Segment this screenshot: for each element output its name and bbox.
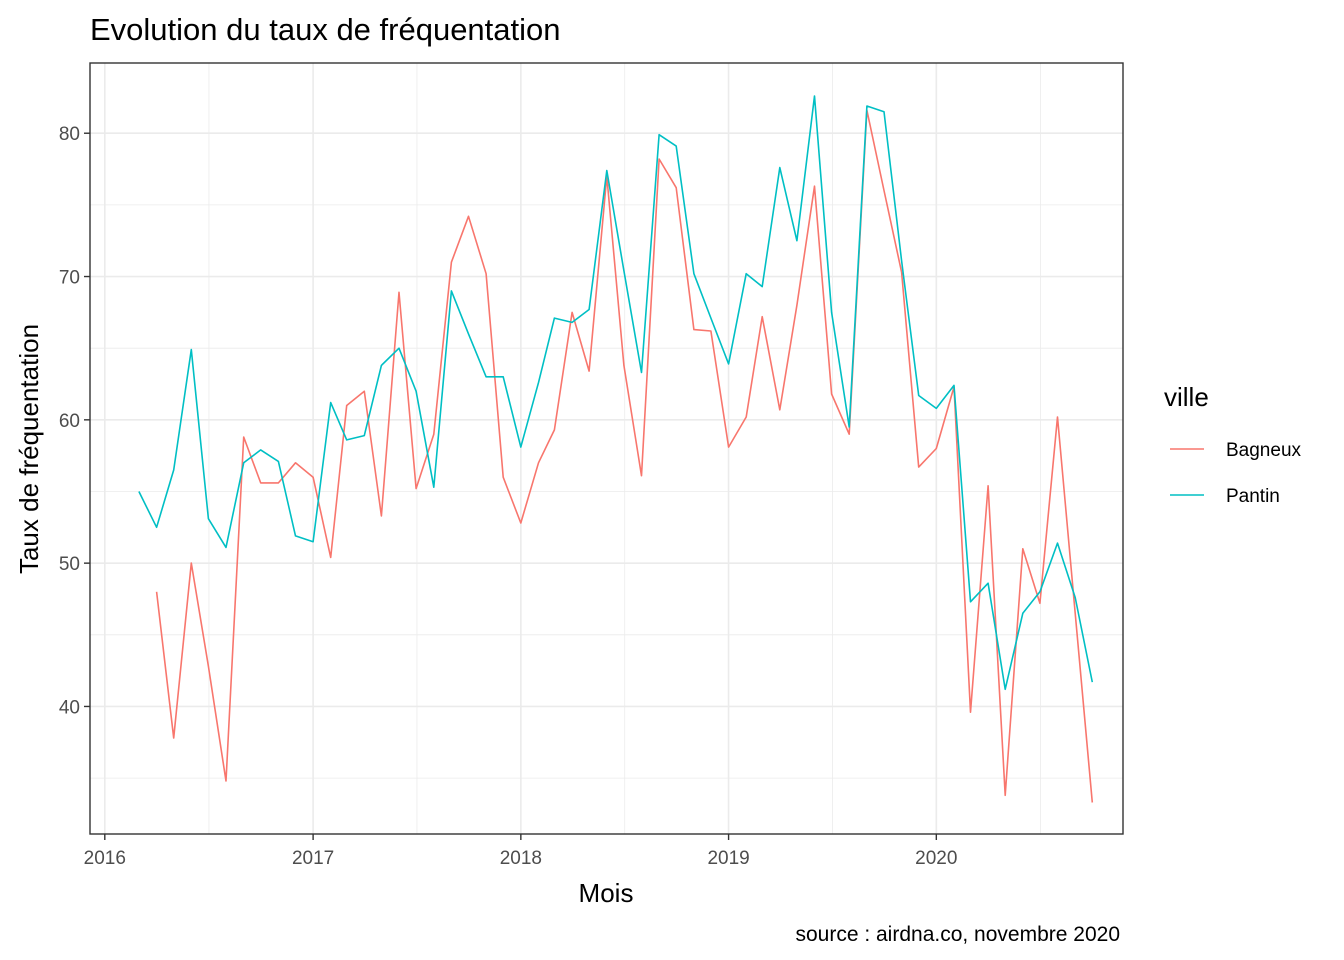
x-tick-label: 2017 [292,848,334,869]
y-axis: 40 50 60 70 80 [59,124,90,718]
x-axis-title: Mois [579,878,634,908]
legend: ville Bagneux Pantin [1164,382,1302,507]
x-tick-label: 2016 [84,848,126,869]
legend-title: ville [1164,382,1209,412]
grid-major [90,63,1123,834]
plot-background [90,63,1123,834]
y-tick-label: 60 [59,411,80,432]
x-tick-label: 2018 [500,848,542,869]
legend-items: Bagneux Pantin [1170,440,1302,507]
y-tick-label: 40 [59,697,80,718]
y-axis-title: Taux de fréquentation [14,324,44,574]
y-tick-label: 50 [59,554,80,575]
x-axis: 2016 2017 2018 2019 2020 [84,834,957,869]
x-tick-label: 2019 [707,848,749,869]
series-line-pantin [138,95,1094,691]
y-tick-label: 70 [59,268,80,289]
plot-panel [89,62,1124,835]
plot-border [89,62,1124,835]
grid-minor [90,63,1123,834]
legend-label-pantin: Pantin [1226,486,1280,507]
chart-title: Evolution du taux de fréquentation [90,12,561,47]
legend-label-bagneux: Bagneux [1226,440,1302,461]
x-tick-label: 2020 [915,848,957,869]
series-lines [138,95,1094,803]
chart-caption: source : airdna.co, novembre 2020 [795,923,1120,946]
y-tick-label: 80 [59,124,80,145]
series-line-bagneux [155,109,1094,803]
